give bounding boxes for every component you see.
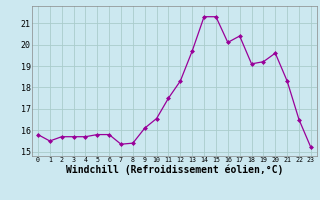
X-axis label: Windchill (Refroidissement éolien,°C): Windchill (Refroidissement éolien,°C)	[66, 165, 283, 175]
